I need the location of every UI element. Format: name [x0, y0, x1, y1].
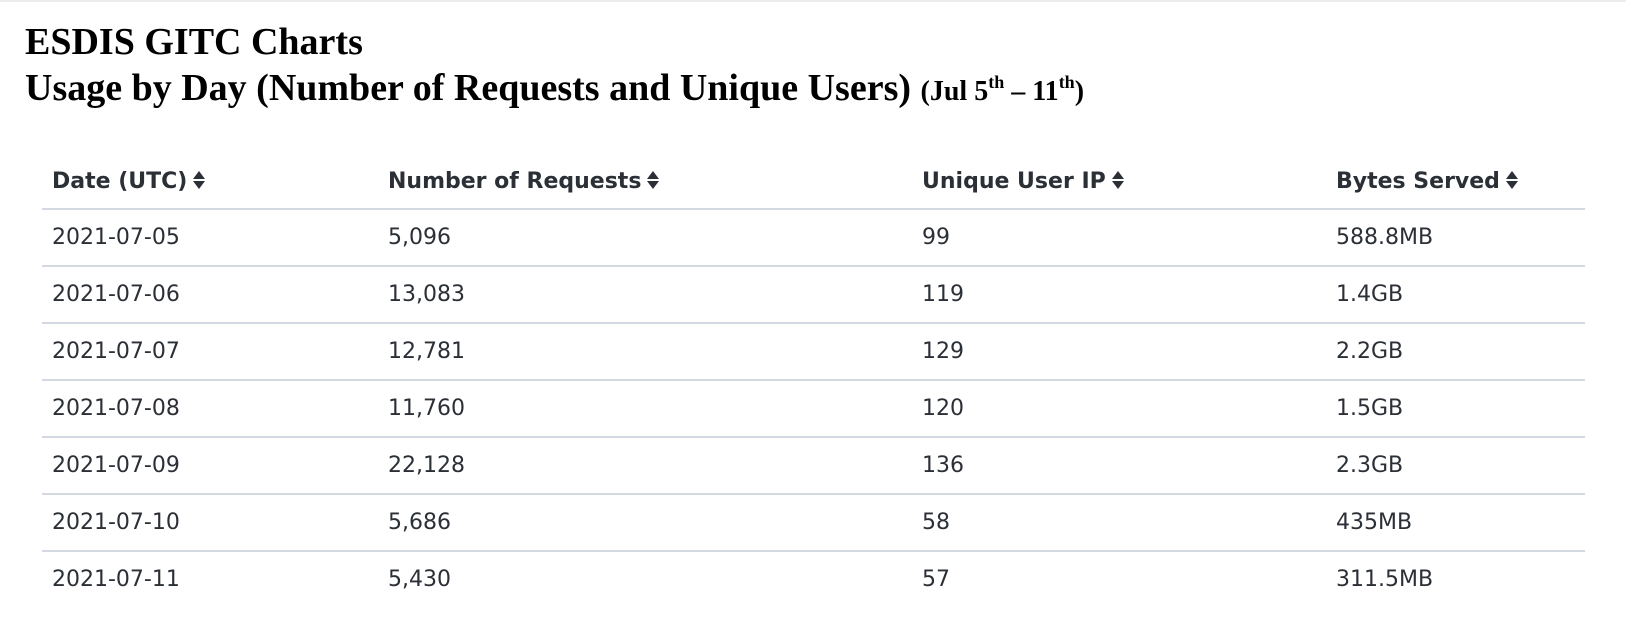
table-row: 2021-07-09 22,128 136 2.3GB: [42, 437, 1585, 495]
date-range-end-suffix: th: [1058, 72, 1075, 92]
usage-table: Date (UTC) Number of Requests Unique Use…: [42, 154, 1585, 607]
cell-unique-users: 120: [912, 380, 1326, 438]
cell-date: 2021-07-09: [42, 437, 378, 495]
column-header-label: Number of Requests: [388, 168, 642, 194]
cell-date: 2021-07-07: [42, 323, 378, 381]
sort-icon[interactable]: [1111, 170, 1124, 190]
table-row: 2021-07-11 5,430 57 311.5MB: [42, 551, 1585, 607]
page-subtitle: Usage by Day (Number of Requests and Uni…: [25, 64, 1084, 116]
cell-bytes: 435MB: [1326, 494, 1585, 552]
column-header-unique-users[interactable]: Unique User IP: [912, 154, 1326, 210]
cell-bytes: 1.5GB: [1326, 380, 1585, 438]
cell-unique-users: 119: [912, 266, 1326, 324]
cell-unique-users: 136: [912, 437, 1326, 495]
cell-requests: 5,430: [388, 567, 451, 592]
cell-unique-users: 99: [912, 209, 1326, 267]
page-heading: ESDIS GITC Charts Usage by Day (Number o…: [25, 20, 1084, 116]
cell-bytes: 1.4GB: [1326, 266, 1585, 324]
column-header-label: Bytes Served: [1336, 168, 1500, 194]
cell-requests: 5,096: [378, 209, 912, 267]
column-header-date[interactable]: Date (UTC): [42, 154, 378, 210]
column-header-label: Unique User IP: [922, 168, 1106, 194]
sort-icon[interactable]: [1505, 170, 1518, 190]
cell-bytes: 588.8MB: [1326, 209, 1585, 267]
cell-requests: 11,760: [378, 380, 912, 438]
table-header: Date (UTC) Number of Requests Unique Use…: [42, 154, 1585, 210]
date-range-close: ): [1074, 76, 1085, 107]
cell-unique-users: 57: [922, 567, 950, 592]
date-range-dash: – 11: [1004, 76, 1059, 107]
cell-requests: 22,128: [378, 437, 912, 495]
cell-bytes: 311.5MB: [1336, 567, 1434, 592]
column-header-requests[interactable]: Number of Requests: [378, 154, 912, 210]
subtitle-text: Usage by Day (Number of Requests and Uni…: [25, 67, 912, 109]
column-header-label: Date (UTC): [52, 168, 188, 194]
date-range-start-suffix: th: [988, 72, 1005, 92]
table-row: 2021-07-10 5,686 58 435MB: [42, 494, 1585, 552]
sort-icon[interactable]: [193, 170, 206, 190]
cell-date: 2021-07-11: [52, 567, 180, 592]
cell-date: 2021-07-05: [42, 209, 378, 267]
table-body: 2021-07-05 5,096 99 588.8MB 2021-07-06 1…: [42, 209, 1585, 607]
cell-bytes: 2.2GB: [1326, 323, 1585, 381]
page-title: ESDIS GITC Charts: [25, 21, 363, 63]
table-row: 2021-07-08 11,760 120 1.5GB: [42, 380, 1585, 438]
sort-icon[interactable]: [647, 170, 660, 190]
header-row: Date (UTC) Number of Requests Unique Use…: [42, 154, 1585, 210]
cell-bytes: 2.3GB: [1326, 437, 1585, 495]
cell-requests: 13,083: [378, 266, 912, 324]
date-range: (Jul 5th – 11th): [920, 73, 1085, 107]
cell-requests: 12,781: [378, 323, 912, 381]
cell-unique-users: 58: [912, 494, 1326, 552]
cell-date: 2021-07-06: [42, 266, 378, 324]
column-header-bytes[interactable]: Bytes Served: [1326, 154, 1585, 210]
cell-date: 2021-07-10: [42, 494, 378, 552]
table-row: 2021-07-07 12,781 129 2.2GB: [42, 323, 1585, 381]
date-range-open: (Jul 5: [920, 76, 989, 107]
cell-requests: 5,686: [378, 494, 912, 552]
table-row: 2021-07-06 13,083 119 1.4GB: [42, 266, 1585, 324]
cell-unique-users: 129: [912, 323, 1326, 381]
cell-date: 2021-07-08: [42, 380, 378, 438]
table-row: 2021-07-05 5,096 99 588.8MB: [42, 209, 1585, 267]
